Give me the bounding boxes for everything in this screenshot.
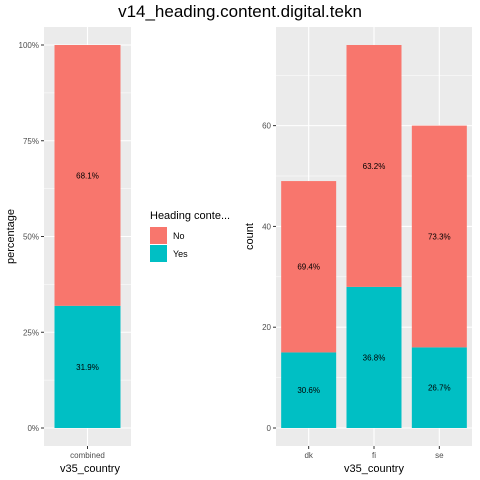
x-axis-title: v35_country (60, 463, 120, 475)
bar-data-label: 30.6% (297, 386, 320, 395)
y-tick-label: 100% (19, 41, 39, 50)
bar-yes-se (411, 347, 467, 428)
y-axis-title: percentage (5, 209, 17, 264)
bar-data-label: 36.8% (363, 353, 386, 362)
chart-title: v14_heading.content.digital.tekn (118, 2, 362, 21)
x-axis-title: v35_country (344, 463, 404, 475)
bar-no-fi (346, 45, 402, 287)
bar-data-label: 69.4% (297, 263, 320, 272)
y-tick-label: 25% (23, 328, 39, 337)
bar-data-label: 26.7% (428, 384, 451, 393)
bar-no-combined (54, 45, 121, 306)
legend-label-yes: Yes (173, 249, 188, 259)
y-tick-label: 50% (23, 233, 39, 242)
legend-label-no: No (173, 231, 185, 241)
y-tick-label: 75% (23, 137, 39, 146)
right-panel-count: 0 20 40 60 30.6% 69.4% dk 36.8% 63.2% fi 26.7% 73.3… (244, 27, 472, 475)
bar-data-label: 68.1% (76, 171, 99, 180)
legend-swatch-yes (150, 245, 167, 262)
bar-no-se (411, 125, 467, 348)
y-tick-label: 40 (262, 222, 271, 231)
bar-data-label: 73.3% (428, 233, 451, 242)
legend-swatch-no (150, 227, 167, 244)
y-tick-label: 60 (262, 122, 271, 131)
y-tick-label: 0 (267, 424, 272, 433)
bar-data-label: 63.2% (363, 162, 386, 171)
bar-yes-fi (346, 286, 402, 428)
bar-data-label: 31.9% (76, 363, 99, 372)
y-tick-label: 0% (27, 424, 39, 433)
x-tick-label: se (435, 451, 444, 460)
legend-title: Heading conte... (150, 210, 230, 222)
left-panel-percentage: 0% 25% 50% 75% 100% 31.9% 68.1% combined v35_cou… (5, 27, 131, 475)
x-tick-label: fi (372, 451, 376, 460)
x-tick-label: dk (304, 451, 313, 460)
bar-no-dk (281, 181, 337, 353)
y-tick-label: 20 (262, 323, 271, 332)
bar-yes-combined (54, 305, 121, 428)
y-axis-title: count (244, 223, 256, 250)
x-tick-label: combined (70, 451, 105, 460)
bar-yes-dk (281, 352, 337, 428)
legend: Heading conte... No Yes (150, 210, 230, 262)
